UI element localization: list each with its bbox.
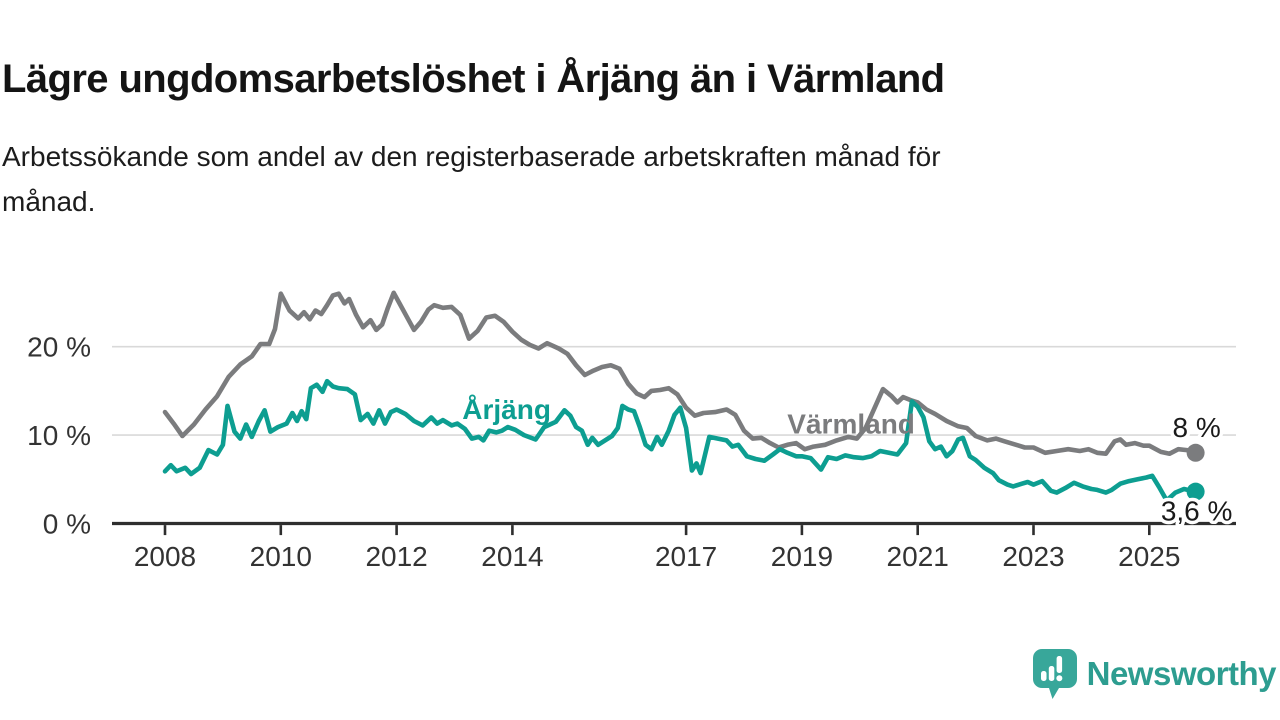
x-axis-label-2017: 2017 [655,541,717,572]
varmland-series-label: Värmland [787,409,915,440]
logo-exclamation-dot [1055,675,1062,682]
varmland-end-dot [1186,443,1205,462]
varmland-end-label: 8 % [1172,412,1220,443]
newsworthy-logo: Newsworthy [1032,648,1277,700]
x-axis-label-2025: 2025 [1118,541,1180,572]
arjang-end-label: 3,6 % [1161,496,1233,527]
chart-title: Lägre ungdomsarbetslöshet i Årjäng än i … [2,56,945,101]
x-axis-label-2014: 2014 [481,541,543,572]
x-axis-label-2010: 2010 [250,541,312,572]
logo-bar-tall [1048,666,1054,681]
chart-subtitle: Arbetssökande som andel av den registerb… [2,134,1262,225]
newsworthy-logo-text: Newsworthy [1086,655,1277,692]
y-axis-label-0: 0 % [43,509,91,540]
y-axis-label-10: 10 % [27,420,91,451]
logo-exclamation-bar [1056,656,1062,673]
chart-subtitle-line-2: månad. [2,186,96,218]
newsworthy-logo-icon [1032,649,1077,699]
x-axis-label-2023: 2023 [1002,541,1064,572]
x-axis-label-2021: 2021 [887,541,949,572]
x-axis-label-2012: 2012 [365,541,427,572]
y-axis-label-20: 20 % [27,332,91,363]
arjang-end-dot [1186,482,1205,501]
arjang-series-label: Årjäng [462,394,551,425]
varmland-line [162,290,1198,456]
x-axis-label-2019: 2019 [771,541,833,572]
x-axis-label-2008: 2008 [134,541,196,572]
arjang-line [162,378,1198,503]
logo-bar-small [1040,671,1047,681]
chart-subtitle-line-1: Arbetssökande som andel av den registerb… [2,141,941,172]
